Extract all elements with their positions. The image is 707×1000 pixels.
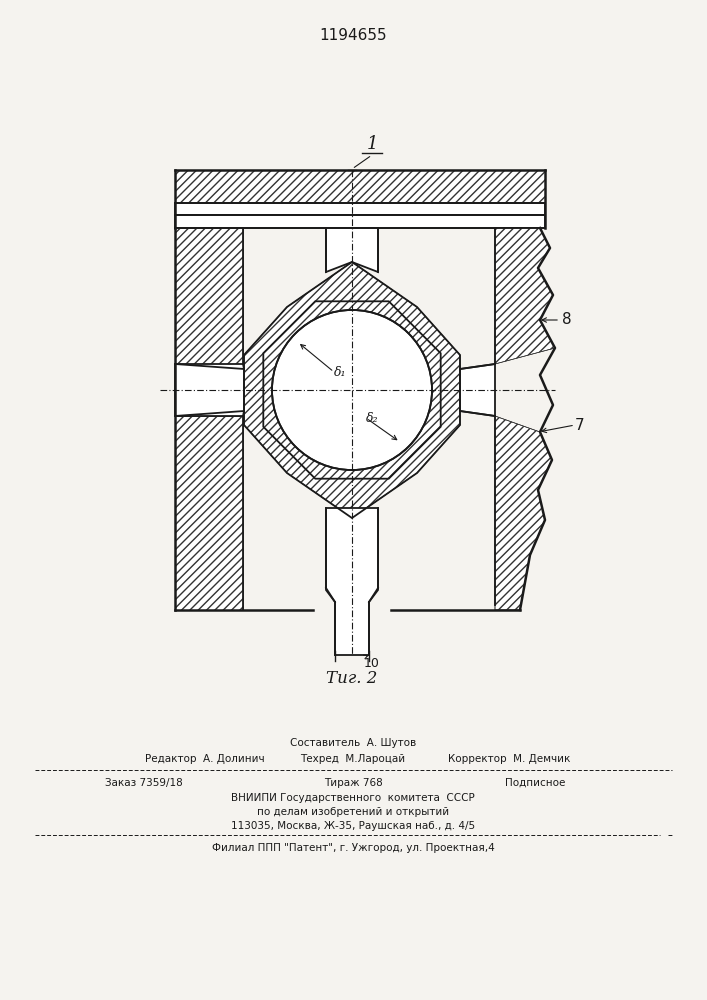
Polygon shape [244, 262, 460, 518]
Text: Τиг. 2: Τиг. 2 [327, 670, 378, 687]
Text: Филиал ППП "Патент", г. Ужгород, ул. Проектная,4: Филиал ППП "Патент", г. Ужгород, ул. Про… [211, 843, 494, 853]
Polygon shape [175, 215, 545, 228]
Text: Корректор  М. Демчик: Корректор М. Демчик [448, 754, 570, 764]
Text: ВНИИПИ Государственного  комитета  СССР: ВНИИПИ Государственного комитета СССР [231, 793, 475, 803]
Text: δ₂: δ₂ [366, 412, 378, 424]
Text: 113035, Москва, Ж-35, Раушская наб., д. 4/5: 113035, Москва, Ж-35, Раушская наб., д. … [231, 821, 475, 831]
Text: 7: 7 [575, 418, 585, 432]
Text: Тираж 768: Тираж 768 [324, 778, 382, 788]
Polygon shape [495, 416, 552, 610]
Polygon shape [175, 203, 545, 215]
Text: 8: 8 [562, 312, 572, 328]
Circle shape [272, 310, 432, 470]
Polygon shape [495, 228, 555, 364]
Polygon shape [326, 228, 378, 272]
Text: по делам изобретений и открытий: по делам изобретений и открытий [257, 807, 449, 817]
Polygon shape [326, 508, 378, 655]
Text: Заказ 7359/18: Заказ 7359/18 [105, 778, 182, 788]
Polygon shape [175, 416, 243, 610]
Text: Подписное: Подписное [505, 778, 565, 788]
Text: 1: 1 [366, 135, 378, 153]
Polygon shape [175, 170, 545, 203]
Polygon shape [175, 364, 244, 416]
Polygon shape [460, 364, 495, 416]
Polygon shape [175, 228, 243, 364]
Text: 1194655: 1194655 [319, 28, 387, 43]
Text: Редактор  А. Долинич: Редактор А. Долинич [145, 754, 264, 764]
Text: Составитель  А. Шутов: Составитель А. Шутов [290, 738, 416, 748]
Text: Техред  М.Лароцай: Техред М.Лароцай [300, 754, 406, 764]
Text: 10: 10 [364, 657, 380, 670]
Text: δ₁: δ₁ [334, 365, 346, 378]
